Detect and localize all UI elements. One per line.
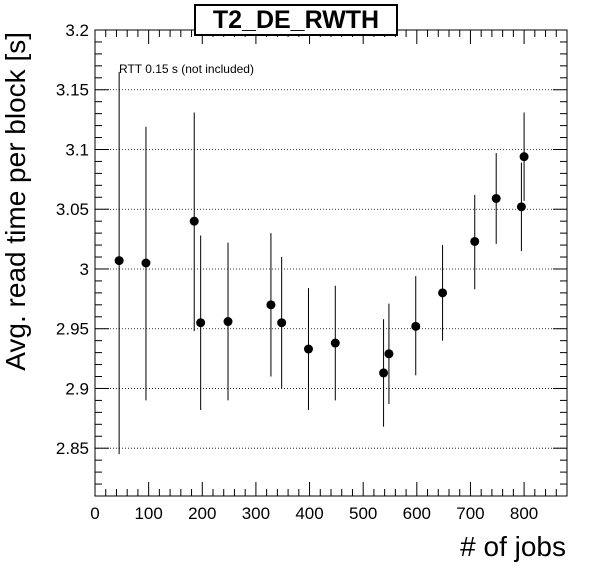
data-point <box>114 256 124 266</box>
data-point <box>189 216 199 226</box>
data-point <box>223 317 233 327</box>
x-tick-labels: 0 100 200 300 400 500 600 700 800 <box>90 504 538 523</box>
y-tick-label: 2.95 <box>56 320 89 339</box>
data-point <box>303 344 313 354</box>
data-point <box>516 202 526 212</box>
data-points <box>114 152 529 378</box>
data-point <box>196 318 206 328</box>
data-point <box>470 236 480 246</box>
y-tick-label: 3.15 <box>56 81 89 100</box>
x-tick-label: 300 <box>242 504 270 523</box>
x-axis-title: # of jobs <box>460 531 566 562</box>
y-tick-label: 3.2 <box>65 21 89 40</box>
x-tick-label: 500 <box>349 504 377 523</box>
y-tick-labels: 2.85 2.9 2.95 3 3.05 3.1 3.15 3.2 <box>56 21 89 458</box>
x-tick-label: 800 <box>510 504 538 523</box>
data-point <box>379 368 389 378</box>
x-tick-label: 0 <box>90 504 99 523</box>
error-bars <box>118 71 525 455</box>
y-tick-label: 3.1 <box>65 140 89 159</box>
data-point <box>266 300 276 310</box>
chart-title: T2_DE_RWTH <box>194 4 398 36</box>
x-tick-label: 100 <box>134 504 162 523</box>
data-point <box>411 321 421 331</box>
y-tick-label: 3 <box>80 260 89 279</box>
data-point <box>141 258 151 268</box>
x-tick-label: 400 <box>295 504 323 523</box>
axis-ticks <box>94 29 568 497</box>
data-point <box>330 338 340 348</box>
y-tick-label: 3.05 <box>56 200 89 219</box>
data-point <box>277 318 287 328</box>
data-point <box>384 349 394 359</box>
y-axis-title: Avg. read time per block [s] <box>0 32 31 371</box>
plot-frame <box>94 29 568 497</box>
x-tick-label: 200 <box>188 504 216 523</box>
data-point <box>519 152 529 162</box>
y-tick-label: 2.9 <box>65 379 89 398</box>
x-tick-label: 600 <box>403 504 431 523</box>
data-point <box>491 193 501 203</box>
data-point <box>438 288 448 298</box>
x-tick-label: 700 <box>456 504 484 523</box>
y-tick-label: 2.85 <box>56 439 89 458</box>
rtt-annotation: RTT 0.15 s (not included) <box>119 62 254 76</box>
